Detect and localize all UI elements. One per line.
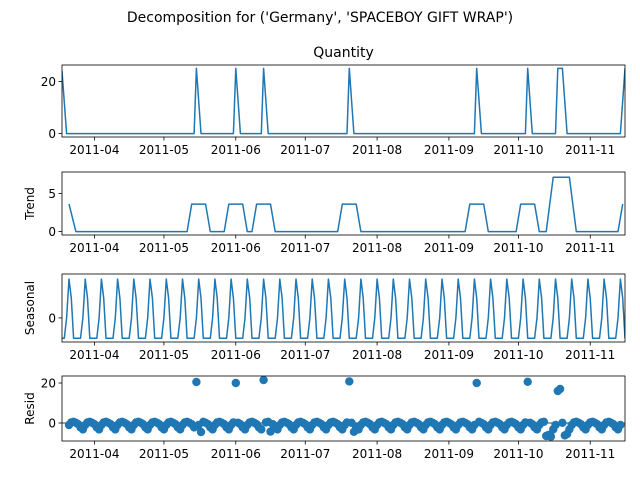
x-tick-label: 2011-08 (352, 143, 402, 157)
resid-point (523, 377, 532, 386)
plot-area (62, 278, 625, 340)
x-tick-label: 2011-04 (69, 143, 119, 157)
y-axis-label: Trend (23, 187, 37, 221)
panel-title: Quantity (313, 45, 374, 61)
resid-point (616, 420, 625, 430)
x-tick-label: 2011-06 (211, 241, 261, 255)
panel-1: 0 20 2011-04 2011-05 2011-06 2011-07 2011-08 20… (41, 45, 626, 157)
axes-frame (61, 171, 626, 236)
y-tick-label: 20 (41, 377, 56, 391)
resid-point (558, 418, 567, 427)
resid-point (196, 427, 206, 437)
resid-point (551, 420, 560, 430)
x-tick-label: 2011-07 (280, 348, 330, 362)
figure-suptitle: Decomposition for ('Germany', 'SPACEBOY … (127, 10, 513, 26)
x-tick-label: 2011-07 (280, 447, 330, 461)
resid-point (539, 417, 549, 426)
panels-group: 0 20 2011-04 2011-05 2011-06 2011-07 2011-08 20… (23, 45, 626, 461)
plot-area (62, 376, 625, 441)
x-tick-label: 2011-11 (565, 447, 615, 461)
resid-point (192, 377, 201, 387)
y-tick-label: 0 (48, 311, 56, 325)
x-tick-label: 2011-05 (139, 447, 189, 461)
resid-point (257, 425, 266, 434)
x-tick-label: 2011-09 (424, 348, 474, 362)
x-tick-label: 2011-10 (493, 241, 543, 255)
axes-frame (61, 273, 626, 343)
y-tick-label: 0 (48, 225, 56, 239)
x-tick-label: 2011-11 (565, 143, 615, 157)
axes-frame (61, 64, 626, 138)
series-line (62, 278, 625, 340)
y-axis-label: Seasonal (23, 281, 37, 335)
x-tick-label: 2011-07 (280, 241, 330, 255)
y-tick-label: 0 (48, 417, 56, 431)
x-tick-label: 2011-11 (565, 241, 615, 255)
plot-area (68, 176, 624, 233)
resid-point (546, 432, 556, 441)
series-line (62, 67, 625, 135)
x-tick-label: 2011-04 (69, 348, 119, 362)
x-tick-label: 2011-06 (211, 348, 261, 362)
x-tick-label: 2011-09 (424, 143, 474, 157)
panel-2: 0 5 2011-04 2011-05 2011-06 2011-07 2011-08 201… (23, 171, 626, 255)
series-line (68, 176, 624, 233)
x-tick-label: 2011-07 (280, 143, 330, 157)
x-tick-label: 2011-06 (211, 447, 261, 461)
x-tick-label: 2011-09 (424, 241, 474, 255)
x-tick-label: 2011-09 (424, 447, 474, 461)
x-tick-label: 2011-08 (352, 241, 402, 255)
y-tick-label: 0 (48, 127, 56, 141)
axes-frame (61, 375, 626, 442)
x-tick-label: 2011-05 (139, 241, 189, 255)
x-tick-label: 2011-10 (493, 447, 543, 461)
x-tick-label: 2011-05 (139, 143, 189, 157)
panel-4: 0 20 2011-04 2011-05 2011-06 2011-07 2011-08 20… (23, 375, 626, 461)
x-tick-label: 2011-08 (352, 447, 402, 461)
x-tick-label: 2011-05 (139, 348, 189, 362)
resid-point (345, 377, 354, 386)
x-tick-label: 2011-10 (493, 143, 543, 157)
x-tick-label: 2011-11 (565, 348, 615, 362)
resid-point (472, 378, 481, 388)
resid-point (259, 376, 268, 385)
x-tick-label: 2011-08 (352, 348, 402, 362)
x-tick-label: 2011-04 (69, 241, 119, 255)
x-tick-label: 2011-04 (69, 447, 119, 461)
resid-point (555, 384, 565, 394)
x-tick-label: 2011-06 (211, 143, 261, 157)
plot-area (62, 67, 625, 135)
y-axis-label: Resid (23, 392, 37, 424)
y-tick-label: 20 (41, 75, 56, 89)
panel-3: 0 2011-04 2011-05 2011-06 2011-07 2011-08 2011… (23, 273, 626, 362)
resid-point (231, 378, 240, 388)
x-tick-label: 2011-10 (493, 348, 543, 362)
y-tick-label: 5 (48, 187, 56, 201)
